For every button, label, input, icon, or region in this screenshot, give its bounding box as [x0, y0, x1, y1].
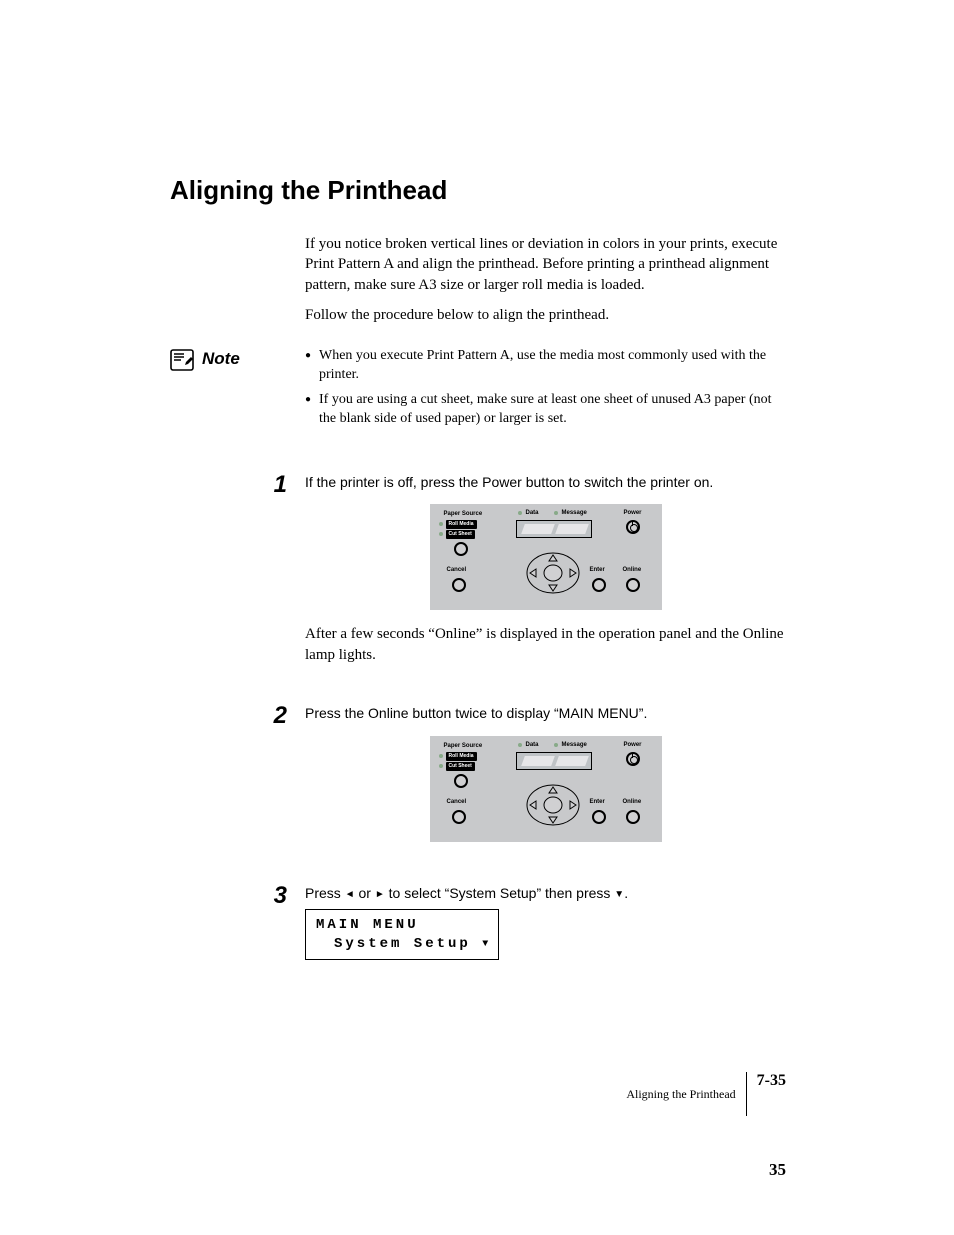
lcd-display: MAIN MENU System Setup ▼ — [305, 909, 499, 959]
step-body: Press the Online button twice to display… — [305, 704, 786, 846]
paper-source-button — [454, 542, 468, 556]
dpad-icon — [526, 552, 580, 594]
footer-chapter: Aligning the Printhead 7-35 — [626, 1072, 786, 1116]
t: . — [624, 885, 628, 901]
footer-title: Aligning the Printhead — [626, 1087, 735, 1102]
intro-p2: Follow the procedure below to align the … — [305, 305, 786, 325]
panel-label-paper-source: Paper Source — [444, 742, 483, 750]
panel-label-power: Power — [624, 741, 642, 749]
lcd-line-2: System Setup ▼ — [316, 935, 488, 953]
panel-label-message: Message — [562, 741, 587, 749]
footer-page-chapter: 7-35 — [757, 1072, 786, 1090]
power-button — [626, 520, 640, 534]
panel-label-message: Message — [562, 509, 587, 517]
online-button — [626, 578, 640, 592]
note-body: When you execute Print Pattern A, use th… — [305, 347, 786, 435]
t: or — [355, 885, 375, 901]
page-heading: Aligning the Printhead — [170, 175, 786, 206]
note-block: Note When you execute Print Pattern A, u… — [170, 347, 786, 435]
lcd-line-2-text: System Setup — [334, 936, 471, 952]
right-arrow-icon: ► — [375, 888, 385, 902]
step-after-text: After a few seconds “Online” is displaye… — [305, 624, 786, 666]
intro-block: If you notice broken vertical lines or d… — [305, 234, 786, 325]
manual-page: Aligning the Printhead If you notice bro… — [0, 0, 954, 1235]
led-icon — [518, 743, 522, 747]
step-number: 2 — [170, 704, 305, 846]
note-label: Note — [170, 347, 305, 435]
note-label-text: Note — [202, 349, 240, 369]
step-text: Press ◄ or ► to select “System Setup” th… — [305, 884, 786, 904]
printer-panel: Paper Source Roll Media Cut Sheet Data M… — [430, 736, 662, 842]
paper-source-button — [454, 774, 468, 788]
step-number: 1 — [170, 473, 305, 667]
lcd-screen-icon — [516, 752, 592, 770]
led-icon — [554, 743, 558, 747]
footer-separator — [746, 1072, 747, 1116]
led-icon — [439, 532, 443, 536]
lcd-screen-icon — [516, 520, 592, 538]
panel-label-cut-sheet: Cut Sheet — [446, 762, 475, 771]
panel-figure: Paper Source Roll Media Cut Sheet Data M… — [305, 504, 786, 610]
led-icon — [439, 764, 443, 768]
intro-p1: If you notice broken vertical lines or d… — [305, 234, 786, 295]
enter-button — [592, 578, 606, 592]
led-icon — [518, 511, 522, 515]
left-arrow-icon: ◄ — [345, 888, 355, 902]
step-number: 3 — [170, 884, 305, 960]
led-icon — [439, 754, 443, 758]
panel-label-enter: Enter — [590, 566, 605, 574]
step-text: If the printer is off, press the Power b… — [305, 473, 786, 493]
panel-label-roll-media: Roll Media — [446, 752, 477, 761]
panel-label-power: Power — [624, 509, 642, 517]
panel-label-online: Online — [623, 566, 642, 574]
panel-label-cancel: Cancel — [447, 798, 467, 806]
power-button — [626, 752, 640, 766]
led-icon — [439, 522, 443, 526]
dpad-icon — [526, 784, 580, 826]
step-text: Press the Online button twice to display… — [305, 704, 786, 724]
step-2: 2 Press the Online button twice to displ… — [170, 704, 786, 846]
panel-label-cancel: Cancel — [447, 566, 467, 574]
online-button — [626, 810, 640, 824]
panel-label-cut-sheet: Cut Sheet — [446, 530, 475, 539]
lcd-line-1: MAIN MENU — [316, 916, 488, 934]
down-arrow-icon: ▼ — [614, 888, 624, 902]
led-icon — [554, 511, 558, 515]
note-icon — [170, 349, 194, 371]
t: to select “System Setup” then press — [385, 885, 615, 901]
panel-label-paper-source: Paper Source — [444, 510, 483, 518]
step-body: Press ◄ or ► to select “System Setup” th… — [305, 884, 786, 960]
t: Press — [305, 885, 345, 901]
panel-figure: Paper Source Roll Media Cut Sheet Data M… — [305, 736, 786, 842]
panel-label-data: Data — [526, 741, 539, 749]
panel-label-data: Data — [526, 509, 539, 517]
footer-page-number: 35 — [769, 1160, 786, 1180]
down-arrow-icon: ▼ — [482, 938, 488, 951]
step-3: 3 Press ◄ or ► to select “System Setup” … — [170, 884, 786, 960]
note-item: If you are using a cut sheet, make sure … — [305, 391, 786, 429]
cancel-button — [452, 810, 466, 824]
step-body: If the printer is off, press the Power b… — [305, 473, 786, 667]
note-item: When you execute Print Pattern A, use th… — [305, 347, 786, 385]
printer-panel: Paper Source Roll Media Cut Sheet Data M… — [430, 504, 662, 610]
enter-button — [592, 810, 606, 824]
panel-label-online: Online — [623, 798, 642, 806]
panel-label-enter: Enter — [590, 798, 605, 806]
step-1: 1 If the printer is off, press the Power… — [170, 473, 786, 667]
panel-label-roll-media: Roll Media — [446, 520, 477, 529]
cancel-button — [452, 578, 466, 592]
